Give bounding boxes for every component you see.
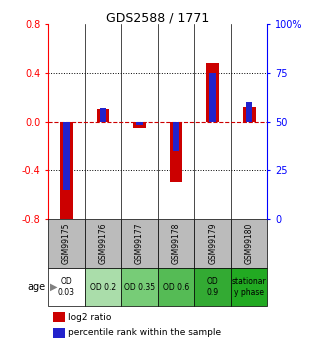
- Bar: [97, 109, 109, 121]
- Bar: [53, 312, 65, 322]
- Text: GSM99176: GSM99176: [99, 223, 108, 264]
- Bar: [121, 219, 158, 268]
- Text: GSM99180: GSM99180: [245, 223, 254, 264]
- Bar: [173, 121, 179, 151]
- Text: GSM99177: GSM99177: [135, 223, 144, 264]
- Bar: [194, 219, 231, 268]
- Bar: [121, 268, 158, 306]
- Text: percentile rank within the sample: percentile rank within the sample: [68, 328, 221, 337]
- Bar: [53, 327, 65, 338]
- Bar: [133, 121, 146, 128]
- Bar: [60, 121, 73, 225]
- Text: OD 0.6: OD 0.6: [163, 283, 189, 292]
- Text: GSM99175: GSM99175: [62, 223, 71, 264]
- Bar: [209, 73, 216, 121]
- Bar: [48, 268, 85, 306]
- Bar: [85, 219, 121, 268]
- Text: log2 ratio: log2 ratio: [68, 313, 111, 322]
- Text: GSM99178: GSM99178: [172, 223, 181, 264]
- Bar: [100, 108, 106, 121]
- Bar: [246, 102, 253, 121]
- Text: stationar
y phase: stationar y phase: [232, 277, 267, 297]
- Text: OD
0.9: OD 0.9: [207, 277, 219, 297]
- Bar: [206, 63, 219, 121]
- Bar: [194, 268, 231, 306]
- Text: OD 0.2: OD 0.2: [90, 283, 116, 292]
- Bar: [48, 219, 85, 268]
- Bar: [158, 268, 194, 306]
- Bar: [170, 121, 183, 183]
- Bar: [85, 268, 121, 306]
- Bar: [243, 107, 256, 121]
- Text: OD 0.35: OD 0.35: [124, 283, 155, 292]
- Text: ▶: ▶: [50, 282, 57, 292]
- Bar: [158, 219, 194, 268]
- Title: GDS2588 / 1771: GDS2588 / 1771: [106, 11, 209, 24]
- Text: OD
0.03: OD 0.03: [58, 277, 75, 297]
- Bar: [231, 268, 267, 306]
- Bar: [136, 121, 143, 125]
- Bar: [63, 121, 70, 190]
- Text: GSM99179: GSM99179: [208, 223, 217, 264]
- Text: age: age: [27, 282, 45, 292]
- Bar: [231, 219, 267, 268]
